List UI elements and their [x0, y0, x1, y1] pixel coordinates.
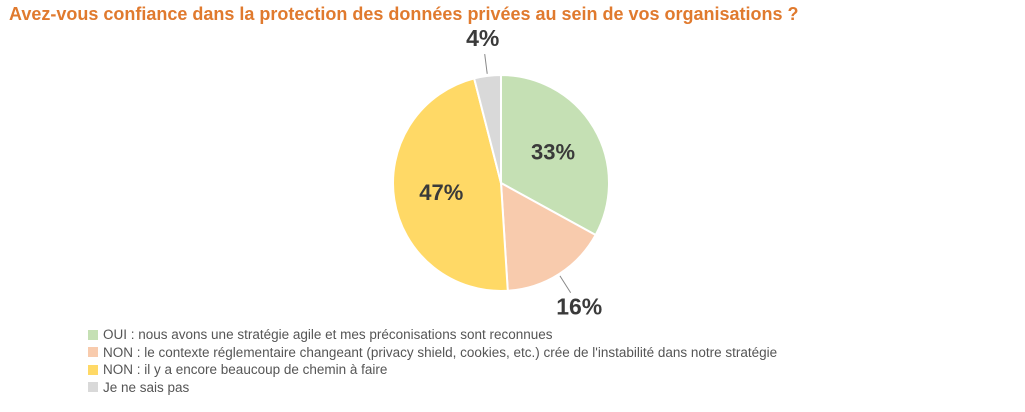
- legend-item-2: NON : le contexte réglementaire changean…: [88, 344, 777, 362]
- legend-label-3: NON : il y a encore beaucoup de chemin à…: [103, 362, 388, 378]
- pie-slice-1: [500, 73, 610, 237]
- pie-slices: [392, 73, 610, 292]
- legend-label-4: Je ne sais pas: [103, 379, 190, 395]
- legend-label-2: NON : le contexte réglementaire changean…: [103, 344, 778, 360]
- legend-swatch-4: [88, 382, 98, 393]
- data-label-4: 4%: [466, 25, 499, 51]
- pie-slice-4: [472, 73, 502, 184]
- legend-swatch-3: [88, 364, 98, 375]
- data-label-1: 33%: [531, 140, 575, 165]
- legend: OUI : nous avons une stratégie agile et …: [88, 326, 777, 396]
- data-label-3: 47%: [419, 180, 463, 205]
- leader-line-2: [559, 275, 572, 294]
- chart-title: Avez-vous confiance dans la protection d…: [9, 4, 799, 24]
- data-labels: 33% 16% 47% 4%: [419, 25, 602, 319]
- data-label-2: 16%: [556, 293, 602, 319]
- leader-line-4: [484, 53, 488, 74]
- leader-lines: [484, 53, 572, 294]
- legend-item-1: OUI : nous avons une stratégie agile et …: [88, 326, 777, 344]
- pie-slice-2: [499, 181, 597, 292]
- legend-label-1: OUI : nous avons une stratégie agile et …: [103, 327, 553, 343]
- legend-item-4: Je ne sais pas: [88, 379, 777, 397]
- legend-swatch-1: [88, 329, 98, 340]
- legend-swatch-2: [88, 347, 98, 358]
- pie-slice-3: [392, 77, 509, 292]
- legend-item-3: NON : il y a encore beaucoup de chemin à…: [88, 361, 777, 379]
